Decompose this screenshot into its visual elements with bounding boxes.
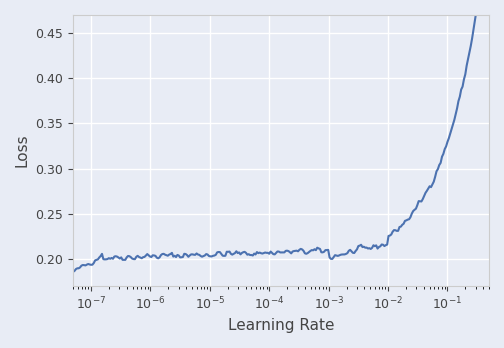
Y-axis label: Loss: Loss bbox=[15, 134, 30, 167]
X-axis label: Learning Rate: Learning Rate bbox=[228, 318, 334, 333]
